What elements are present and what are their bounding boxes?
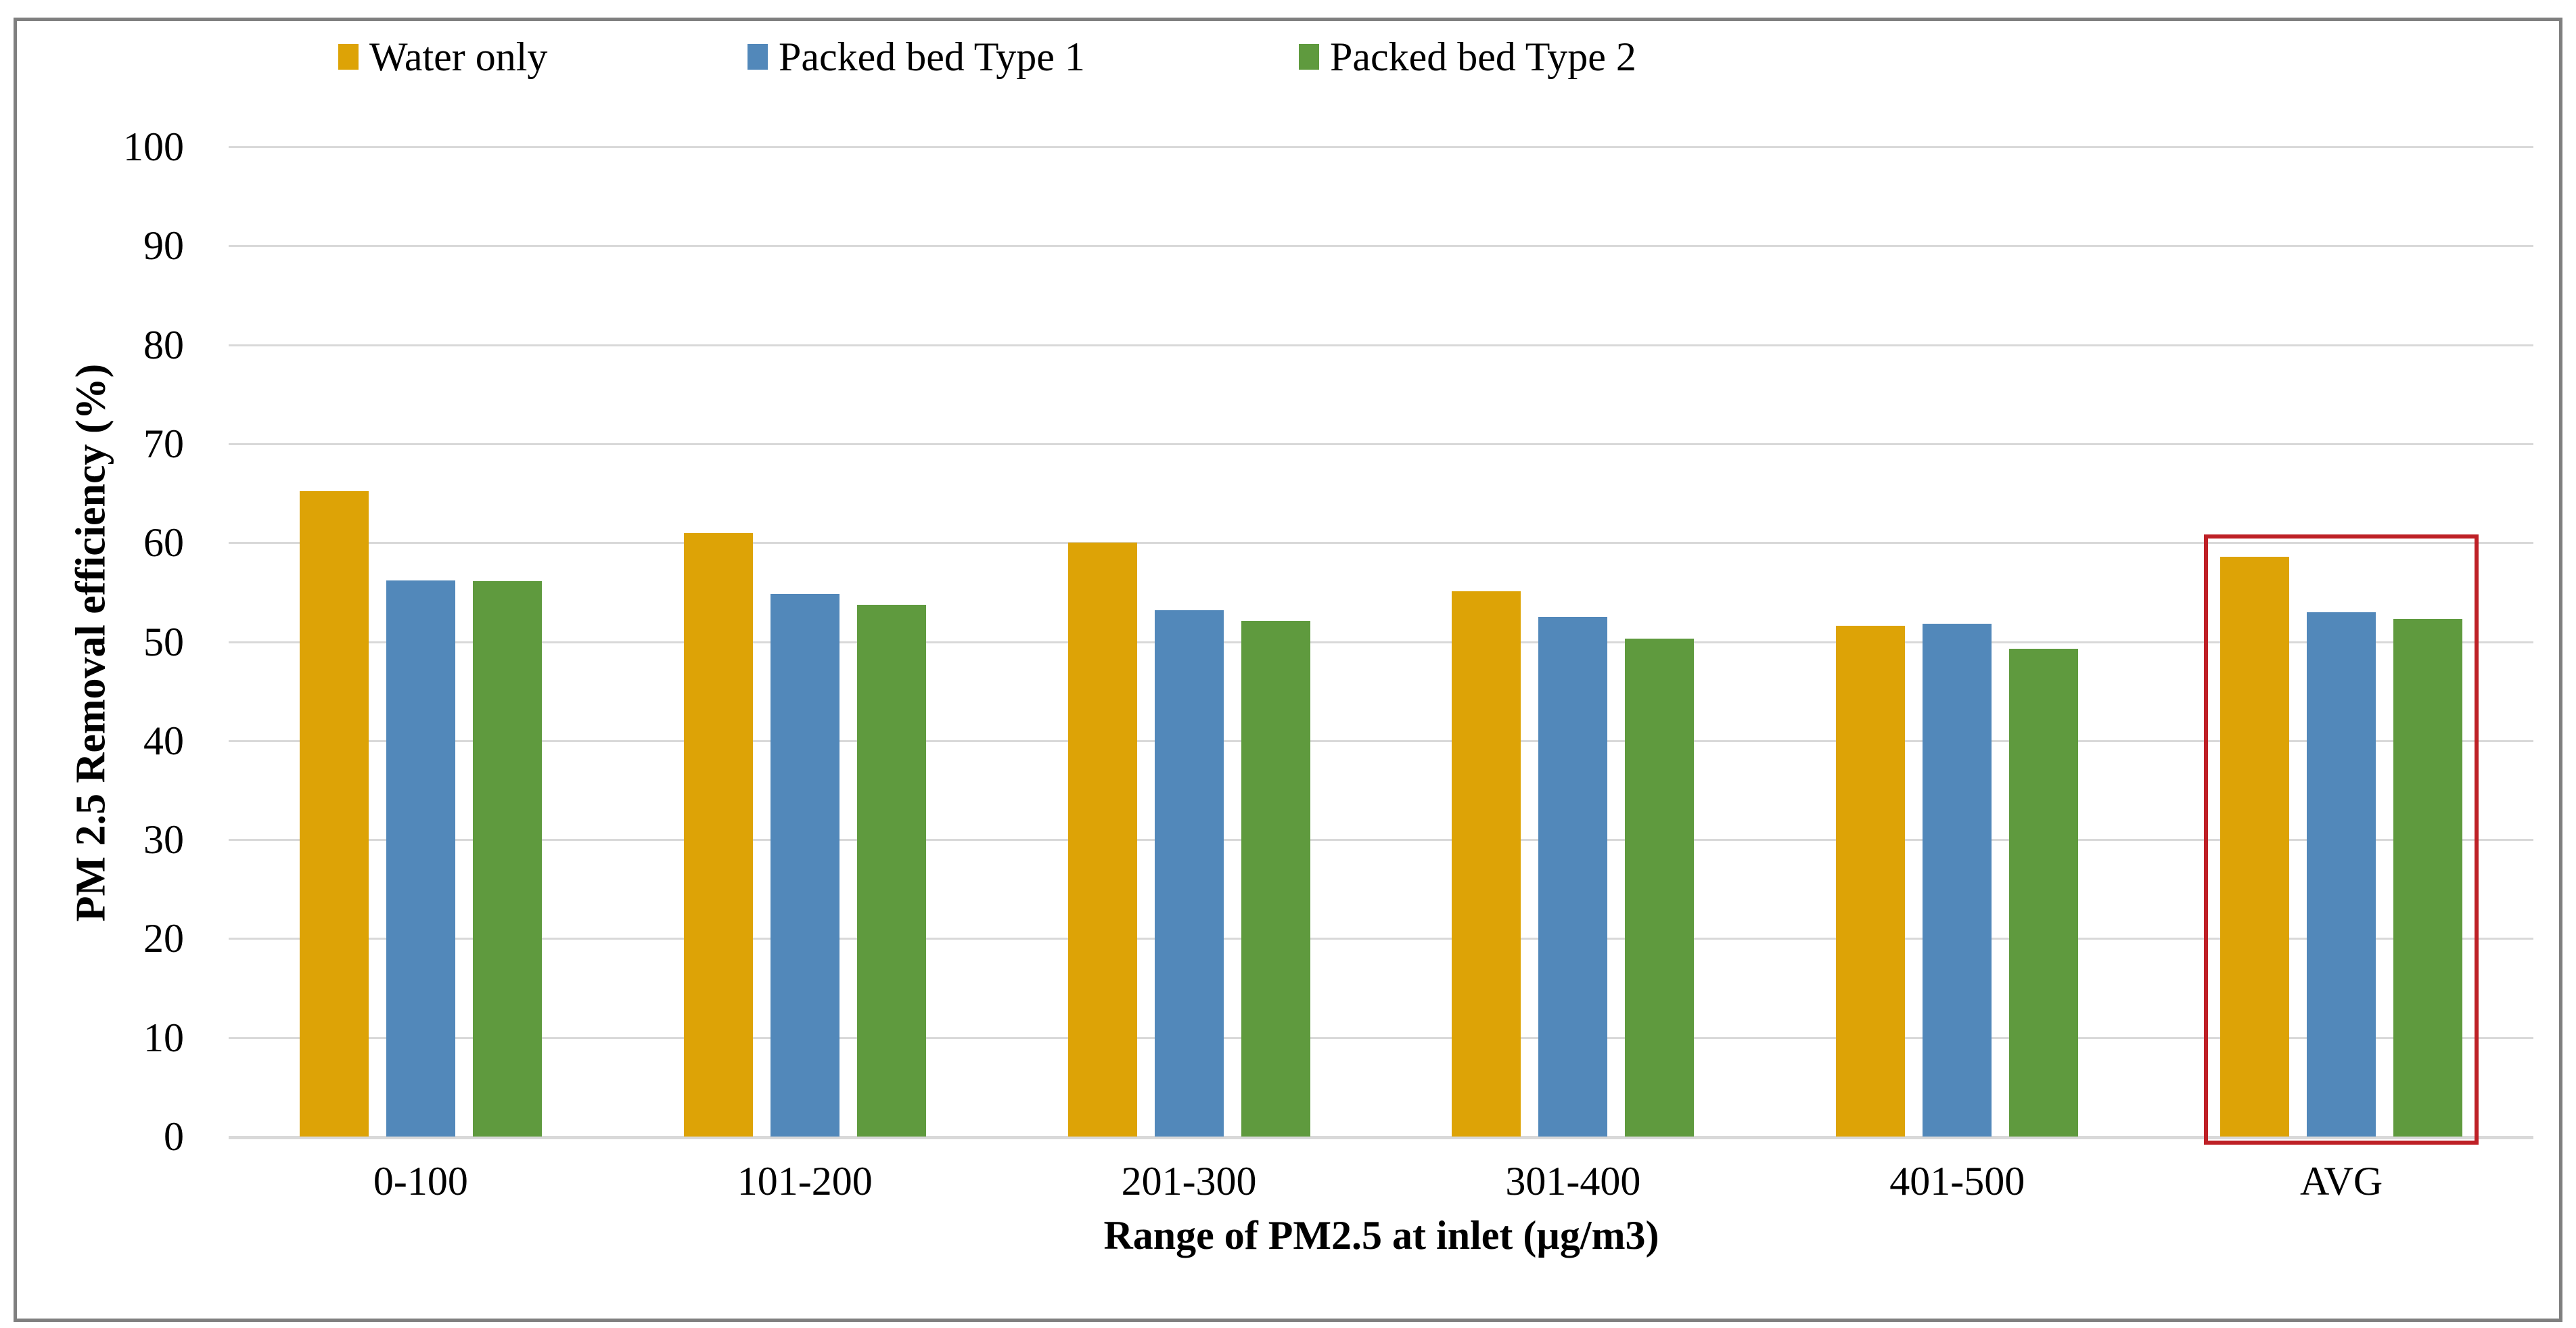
bar-packed-bed-type-2-401-500 (2009, 648, 2079, 1137)
y-tick-label-40: 40 (143, 718, 184, 763)
x-tick-label-0-100: 0-100 (373, 1159, 468, 1204)
bar-packed-bed-type-2-avg (2393, 618, 2463, 1137)
gridline-60 (229, 542, 2533, 545)
bar-water-only-201-300 (1067, 543, 1137, 1137)
bar-packed-bed-type-1-201-300 (1154, 610, 1224, 1137)
legend-item-water-only: Water only (338, 32, 547, 81)
gridline-70 (229, 442, 2533, 445)
y-tick-label-60: 60 (143, 520, 184, 566)
gridline-90 (229, 245, 2533, 248)
y-tick-label-0: 0 (164, 1114, 184, 1159)
x-axis-title: Range of PM2.5 at inlet (µg/m3) (1103, 1213, 1659, 1258)
x-tick-label-301-400: 301-400 (1505, 1159, 1641, 1204)
bar-packed-bed-type-2-301-400 (1625, 639, 1695, 1137)
gridline-20 (229, 938, 2533, 940)
y-tick-label-50: 50 (143, 619, 184, 664)
bar-water-only-0-100 (299, 491, 369, 1137)
y-tick-label-80: 80 (143, 322, 184, 367)
gridline-10 (229, 1036, 2533, 1039)
y-tick-label-70: 70 (143, 421, 184, 466)
bar-packed-bed-type-2-0-100 (472, 581, 542, 1137)
avg-highlight-box (2204, 534, 2479, 1145)
bar-water-only-401-500 (1836, 626, 1906, 1137)
y-tick-label-20: 20 (143, 916, 184, 961)
gridline-80 (229, 344, 2533, 346)
legend-label-packed-bed-type-2: Packed bed Type 2 (1330, 34, 1636, 79)
bar-packed-bed-type-1-avg (2307, 612, 2376, 1137)
bar-packed-bed-type-1-101-200 (770, 594, 840, 1137)
legend-item-packed-bed-type-2: Packed bed Type 2 (1299, 32, 1636, 81)
legend-swatch-packed-bed-type-1 (748, 44, 768, 70)
y-tick-label-30: 30 (143, 817, 184, 863)
legend-swatch-water-only (338, 44, 359, 70)
x-tick-label-101-200: 101-200 (737, 1159, 873, 1204)
bar-water-only-301-400 (1452, 591, 1521, 1137)
bar-packed-bed-type-1-0-100 (386, 580, 455, 1137)
x-tick-label-avg: AVG (2299, 1159, 2383, 1204)
bar-water-only-101-200 (683, 532, 753, 1137)
legend-label-packed-bed-type-1: Packed bed Type 1 (779, 34, 1085, 79)
legend-item-packed-bed-type-1: Packed bed Type 1 (748, 32, 1085, 81)
bar-packed-bed-type-2-101-200 (856, 605, 926, 1137)
gridline-30 (229, 839, 2533, 842)
gridline-40 (229, 739, 2533, 742)
gridline-50 (229, 641, 2533, 643)
legend-swatch-packed-bed-type-2 (1299, 44, 1319, 70)
plot-area (229, 147, 2533, 1145)
x-tick-label-201-300: 201-300 (1121, 1159, 1257, 1204)
gridline-100 (229, 146, 2533, 148)
x-tick-label-401-500: 401-500 (1889, 1159, 2025, 1204)
bar-packed-bed-type-2-201-300 (1241, 620, 1310, 1137)
bar-water-only-avg (2220, 556, 2290, 1137)
gridline-0 (229, 1136, 2533, 1139)
legend-label-water-only: Water only (369, 34, 548, 79)
y-tick-label-10: 10 (143, 1015, 184, 1060)
y-tick-label-100: 100 (123, 124, 184, 169)
bar-packed-bed-type-1-301-400 (1538, 616, 1608, 1137)
y-tick-label-90: 90 (143, 223, 184, 269)
bar-packed-bed-type-1-401-500 (1923, 624, 1992, 1137)
